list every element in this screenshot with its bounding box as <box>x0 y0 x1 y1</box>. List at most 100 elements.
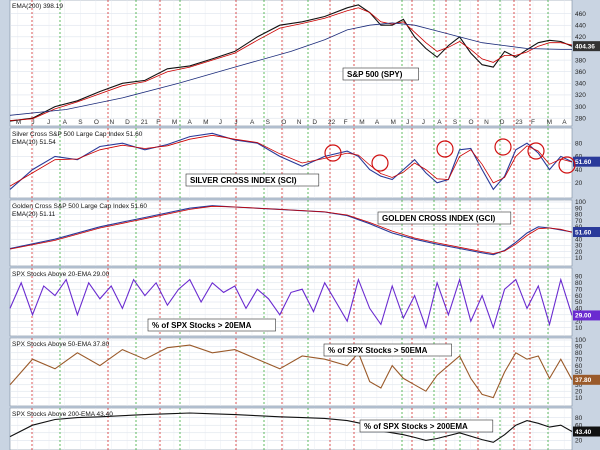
annotation-box <box>323 343 452 357</box>
x-tick-label: 22 <box>328 119 336 126</box>
x-tick-label: O <box>469 119 474 126</box>
panel-3: 102030405060708090SPX Stocks Above 20-EM… <box>9 267 600 337</box>
highlight-circle <box>527 142 545 160</box>
x-tick-label: O <box>281 119 286 126</box>
annotation-box <box>342 67 419 81</box>
x-tick-label: A <box>562 119 567 126</box>
x-tick-label: D <box>125 119 130 126</box>
y-tick-label: 380 <box>575 57 586 64</box>
y-tick-label: 20 <box>575 438 583 445</box>
panels: 280300320340360380400420440460EMA(200) 3… <box>9 0 600 450</box>
y-tick-label: 440 <box>575 22 586 29</box>
annotation-box <box>377 211 512 225</box>
x-tick-label: D <box>500 119 505 126</box>
x-tick-label: F <box>531 119 535 126</box>
highlight-circle <box>371 154 389 172</box>
x-axis-months: M J J A S O N D 21 F M A M J J A S O N D 22 F M A M J J A S O N D 23 F M A <box>16 119 567 126</box>
annotation-box <box>147 318 276 332</box>
y-tick-label: 50 <box>575 299 583 306</box>
panel-1: 20406080Silver Cross S&P 500 Large Cap I… <box>9 127 600 199</box>
annotation-box <box>359 419 494 433</box>
y-tick-label: 360 <box>575 69 586 76</box>
x-tick-label: M <box>390 119 395 126</box>
series-line-sci <box>9 132 573 191</box>
x-tick-label: N <box>484 119 489 126</box>
y-tick-label: 300 <box>575 104 586 111</box>
highlight-circle <box>494 138 512 156</box>
x-tick-label: S <box>266 119 271 126</box>
series-line-ema-200 <box>9 22 573 116</box>
x-tick-label: J <box>47 119 50 126</box>
x-tick-label: 23 <box>515 119 523 126</box>
panel-title: SPX Stocks Above 200-EMA 43.40 <box>12 411 113 418</box>
x-tick-label: A <box>250 119 255 126</box>
last-value-badge <box>573 41 600 52</box>
annotation-label: SILVER CROSS INDEX (SCI) <box>190 176 297 185</box>
y-tick-label: 40 <box>575 167 583 174</box>
highlight-circle <box>558 156 576 174</box>
y-tick-label: 320 <box>575 92 586 99</box>
y-tick-label: 40 <box>575 236 583 243</box>
y-tick-label: 90 <box>575 274 583 281</box>
last-value-label: 51.60 <box>575 159 592 166</box>
panel-legend: EMA(200) 398.19 <box>12 3 63 10</box>
panel-0: 280300320340360380400420440460EMA(200) 3… <box>9 0 600 127</box>
x-tick-label: F <box>156 119 160 126</box>
x-tick-label: S <box>453 119 458 126</box>
last-value-badge <box>573 156 600 167</box>
panel-legend: EMA(10) 51.54 <box>12 139 56 146</box>
y-tick-label: 80 <box>575 415 583 422</box>
x-tick-label: A <box>63 119 68 126</box>
y-tick-label: 340 <box>575 81 586 88</box>
last-value-label: 37.80 <box>575 377 592 384</box>
series-line-above50 <box>9 344 573 399</box>
series-line-gci <box>9 205 573 256</box>
y-tick-label: 60 <box>575 422 583 429</box>
y-tick-label: 100 <box>575 199 586 206</box>
y-tick-label: 280 <box>575 115 586 122</box>
panel-plot-area <box>9 127 573 199</box>
panel-5: 20406080SPX Stocks Above 200-EMA 43.40% … <box>9 407 600 450</box>
x-tick-label: M <box>359 119 364 126</box>
y-tick-label: 100 <box>575 337 586 344</box>
panel-title: Golden Cross S&P 500 Large Cap Index 51.… <box>12 203 147 210</box>
x-tick-label: M <box>172 119 177 126</box>
annotation-label: % of SPX Stocks > 20EMA <box>152 321 252 330</box>
y-tick-label: 90 <box>575 205 583 212</box>
y-tick-label: 30 <box>575 382 583 389</box>
y-tick-label: 460 <box>575 11 586 18</box>
series-line-ema-short <box>9 7 573 121</box>
x-tick-label: A <box>188 119 193 126</box>
annotation-box <box>185 173 320 187</box>
series-line-price <box>9 4 573 122</box>
y-tick-label: 80 <box>575 350 583 357</box>
annotation-label: GOLDEN CROSS INDEX (GCI) <box>382 214 496 223</box>
x-tick-label: S <box>78 119 83 126</box>
x-tick-label: M <box>16 119 21 126</box>
y-tick-label: 60 <box>575 363 583 370</box>
y-tick-label: 20 <box>575 318 583 325</box>
x-tick-label: F <box>344 119 348 126</box>
x-tick-label: J <box>31 119 34 126</box>
y-tick-label: 10 <box>575 255 583 262</box>
y-tick-label: 60 <box>575 293 583 300</box>
x-tick-label: D <box>312 119 317 126</box>
last-value-label: 43.40 <box>575 429 592 436</box>
panel-title: SPX Stocks Above 50-EMA 37.80 <box>12 341 110 348</box>
last-value-label: 29.00 <box>575 313 592 320</box>
x-tick-label: N <box>109 119 114 126</box>
annotation-label: S&P 500 (SPY) <box>347 70 403 79</box>
last-value-label: 51.60 <box>575 229 592 236</box>
annotation-label: % of SPX Stocks > 200EMA <box>364 422 468 431</box>
y-tick-label: 20 <box>575 180 583 187</box>
y-tick-label: 420 <box>575 34 586 41</box>
panel-2: 102030405060708090100Golden Cross S&P 50… <box>9 199 600 267</box>
panel-legend: EMA(20) 51.11 <box>12 211 56 218</box>
y-tick-label: 70 <box>575 218 583 225</box>
y-tick-label: 10 <box>575 395 583 402</box>
last-value-badge <box>573 227 600 238</box>
y-tick-label: 80 <box>575 212 583 219</box>
y-tick-label: 30 <box>575 243 583 250</box>
panel-4: 102030405060708090100SPX Stocks Above 50… <box>9 337 600 407</box>
